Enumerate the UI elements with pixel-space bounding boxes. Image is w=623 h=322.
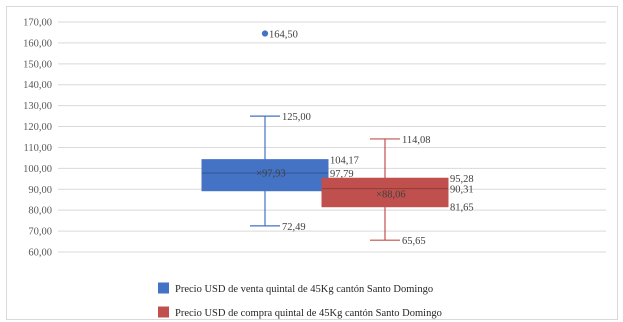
data-label-min: 65,65	[402, 236, 426, 247]
legend-swatch	[158, 306, 169, 318]
outlier-point	[261, 30, 269, 37]
box-iqr	[321, 177, 449, 208]
mean-marker: ×	[256, 169, 262, 180]
y-tick-label: 170,00	[23, 18, 52, 29]
data-label-q3: 104,17	[330, 156, 359, 167]
data-label-median: 90,31	[450, 185, 474, 196]
data-label-outlier: 164,50	[269, 30, 298, 41]
y-tick-label: 100,00	[23, 164, 52, 175]
legend-swatch	[158, 282, 169, 294]
data-label-q1: 81,65	[450, 203, 474, 214]
y-tick-label: 130,00	[23, 101, 52, 112]
data-label-max: 114,08	[402, 135, 431, 146]
y-tick-label: 140,00	[23, 80, 52, 91]
y-tick-label: 70,00	[28, 227, 52, 238]
data-label-mean: 88,06	[382, 189, 406, 200]
y-tick-label: 60,00	[28, 248, 52, 259]
data-label-q3: 95,28	[450, 174, 474, 185]
legend-label: Precio USD de compra quintal de 45Kg can…	[175, 308, 442, 319]
data-label-median: 97,79	[330, 169, 354, 180]
data-label-min: 72,49	[282, 222, 306, 233]
y-tick-label: 90,00	[28, 185, 52, 196]
y-tick-label: 150,00	[23, 59, 52, 70]
data-label-mean: 97,93	[262, 169, 286, 180]
data-label-max: 125,00	[282, 112, 311, 123]
y-tick-label: 160,00	[23, 38, 52, 49]
y-tick-label: 120,00	[23, 122, 52, 133]
mean-marker: ×	[376, 189, 382, 200]
y-tick-label: 80,00	[28, 206, 52, 217]
box-iqr	[201, 159, 329, 192]
legend-label: Precio USD de venta quintal de 45Kg cant…	[175, 284, 433, 295]
y-tick-label: 110,00	[24, 143, 53, 154]
